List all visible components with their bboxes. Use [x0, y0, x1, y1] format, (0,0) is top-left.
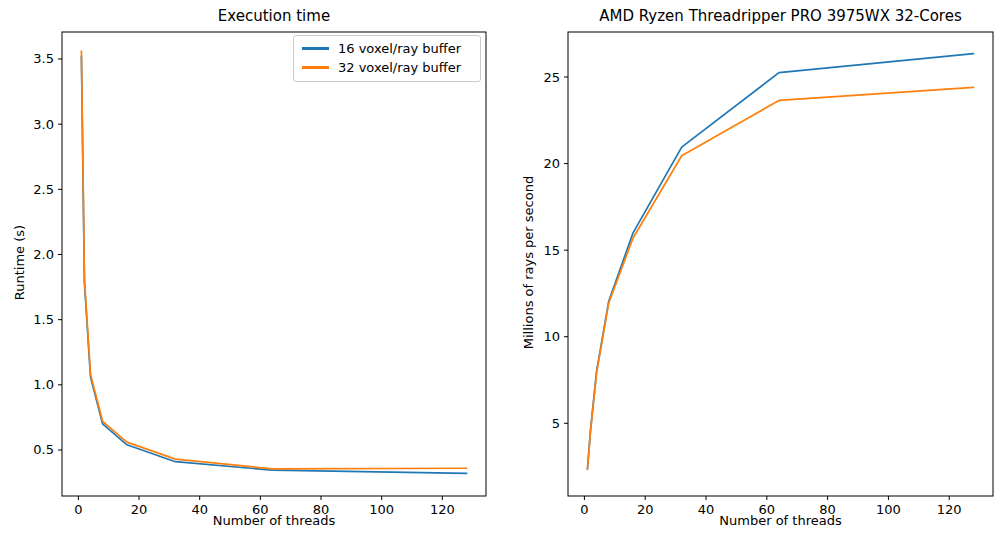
figure-canvas: Execution time Runtime (s) Number of thr…: [0, 0, 1001, 547]
x-tick-label: 0: [580, 502, 588, 517]
y-tick-label: 25: [543, 70, 560, 85]
y-tick-label: 20: [543, 156, 560, 171]
x-tick-label: 40: [698, 502, 715, 517]
plot-area: 0 20 40 60 80 100 120 5 10 15 20 25: [0, 0, 1001, 547]
series-line-1: [587, 87, 973, 469]
series-line-0: [587, 54, 973, 470]
y-tick-label: 15: [543, 243, 560, 258]
x-tick-label: 60: [759, 502, 776, 517]
x-tick-label: 20: [637, 502, 654, 517]
x-tick-label: 120: [937, 502, 962, 517]
x-tick-label: 100: [876, 502, 901, 517]
y-tick-label: 5: [552, 416, 560, 431]
y-tick-label: 10: [543, 329, 560, 344]
axes-frame: [568, 32, 993, 496]
x-tick-label: 80: [819, 502, 836, 517]
